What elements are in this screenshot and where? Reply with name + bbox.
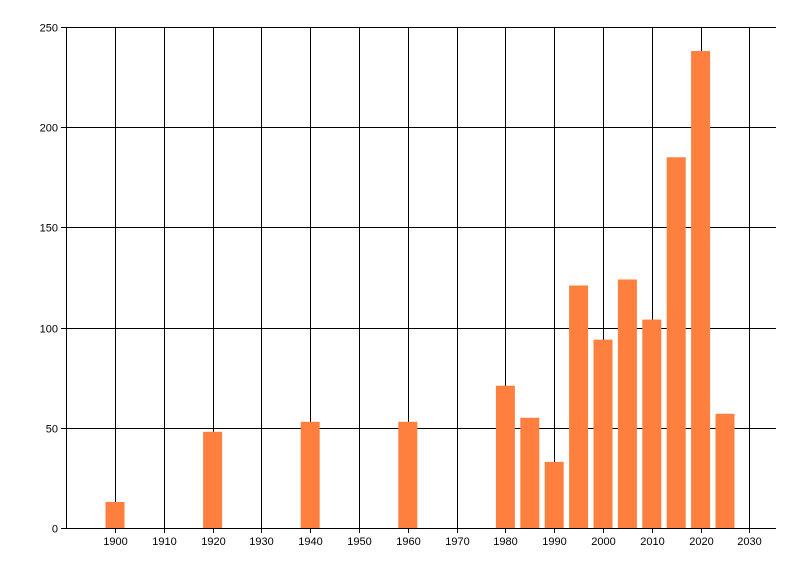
x-tick-label-1910: 1910 (152, 536, 176, 548)
x-tick-label-1990: 1990 (542, 536, 566, 548)
bar-2025 (715, 413, 735, 528)
x-tick-label-2000: 2000 (591, 536, 615, 548)
x-tick-label-1960: 1960 (396, 536, 420, 548)
x-tick-label-1900: 1900 (103, 536, 127, 548)
x-axis-ticks: 1900 1910 1920 1930 1940 1950 1960 1970 1980 1990… (103, 528, 762, 548)
bar-2005 (617, 279, 637, 528)
y-axis-ticks: 0 50 100 150 200 250 (40, 23, 66, 536)
bar-2000 (593, 339, 613, 528)
x-tick-label-2010: 2010 (640, 536, 664, 548)
x-tick-label-1940: 1940 (298, 536, 322, 548)
y-tick-label-250: 250 (40, 23, 58, 35)
bar-1940 (300, 421, 320, 528)
bar-2020 (691, 51, 711, 528)
x-tick-label-1980: 1980 (493, 536, 517, 548)
y-tick-label-0: 0 (52, 524, 58, 536)
x-tick-label-1920: 1920 (201, 536, 225, 548)
bar-1980 (495, 385, 515, 528)
x-tick-label-1930: 1930 (249, 536, 273, 548)
bar-2010 (642, 319, 662, 528)
bar-1900 (105, 501, 125, 528)
bar-1985 (520, 417, 540, 528)
x-tick-label-2020: 2020 (689, 536, 713, 548)
y-tick-label-100: 100 (40, 324, 58, 336)
bar-1920 (203, 431, 223, 528)
bar-1960 (398, 421, 418, 528)
bar-2015 (666, 157, 686, 528)
x-tick-label-2030: 2030 (737, 536, 761, 548)
axes (66, 27, 776, 529)
y-tick-label-150: 150 (40, 223, 58, 235)
bar-1990 (544, 461, 564, 528)
x-tick-label-1950: 1950 (347, 536, 371, 548)
x-tick-label-1970: 1970 (445, 536, 469, 548)
bar-1995 (569, 285, 589, 528)
y-tick-label-200: 200 (40, 123, 58, 135)
y-tick-label-50: 50 (46, 424, 58, 436)
bars (105, 51, 735, 528)
